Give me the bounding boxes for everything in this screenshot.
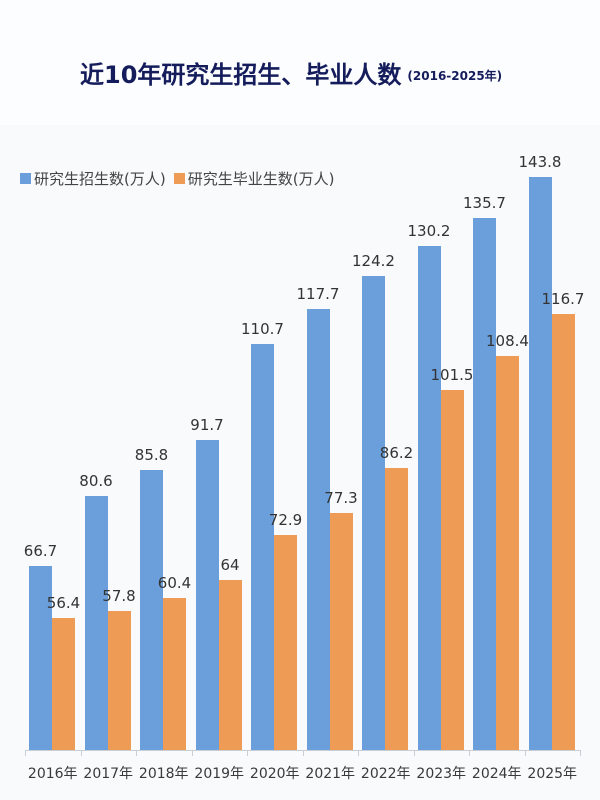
value-label: 101.5 (430, 366, 474, 385)
x-axis-label: 2020年 (249, 766, 300, 782)
x-tick (524, 750, 526, 756)
x-tick (469, 750, 470, 756)
value-label: 85.8 (134, 445, 169, 464)
x-axis-label: 2022年 (360, 766, 411, 782)
value-label: 86.2 (379, 443, 414, 462)
bar-graduates (329, 512, 353, 750)
bar-graduates (440, 390, 464, 750)
legend-label: 研究生毕业生数(万人) (187, 170, 335, 188)
value-label: 117.7 (296, 284, 340, 303)
bar-enrollment (84, 495, 108, 750)
x-axis-label: 2019年 (194, 766, 245, 782)
value-label: 80.6 (79, 471, 113, 490)
bar-enrollment (251, 344, 274, 750)
value-label: 110.7 (241, 320, 284, 338)
value-label: 57.8 (102, 586, 136, 605)
x-tick (25, 750, 26, 756)
value-label: 130.2 (407, 221, 451, 240)
x-axis-label: 2021年 (305, 766, 356, 782)
bar-graduates (218, 579, 242, 750)
bar-enrollment (417, 245, 441, 750)
x-tick (136, 750, 137, 756)
value-label: 108.4 (486, 331, 529, 350)
value-label: 135.7 (463, 193, 506, 212)
x-tick (247, 750, 248, 756)
legend: 研究生招生数(万人) 研究生毕业生数(万人) (20, 168, 336, 189)
chart-title: 近10年研究生招生、毕业人数 (2016-2025年) (80, 55, 600, 90)
bar-enrollment (195, 439, 219, 750)
title-band (0, 0, 600, 125)
value-label: 60.4 (157, 573, 192, 592)
x-tick (191, 750, 193, 756)
value-label: 72.9 (268, 510, 303, 529)
x-axis-label: 2024年 (471, 766, 522, 782)
bar-graduates (385, 467, 408, 750)
value-label: 64 (220, 555, 240, 574)
value-label: 143.8 (518, 153, 562, 171)
value-label: 124.2 (352, 251, 395, 270)
legend-item-enrollment: 研究生招生数(万人) (20, 168, 166, 189)
value-label: 66.7 (23, 542, 58, 561)
bar-enrollment (29, 566, 52, 750)
title-subtitle: (2016-2025年) (407, 69, 503, 83)
x-tick (358, 750, 359, 756)
x-axis-label: 2016年 (27, 766, 78, 782)
x-tick (80, 750, 82, 756)
legend-swatch-orange (173, 173, 185, 184)
bar-graduates (107, 610, 131, 750)
value-label: 77.3 (324, 488, 358, 507)
bar-graduates (274, 534, 297, 750)
title-main: 近10年研究生招生、毕业人数 (80, 61, 402, 89)
x-tick (580, 750, 581, 756)
bar-graduates (551, 313, 575, 750)
value-label: 56.4 (46, 594, 81, 612)
bar-enrollment (306, 308, 330, 750)
legend-label: 研究生招生数(万人) (34, 170, 166, 188)
bar-enrollment (362, 275, 385, 750)
legend-swatch-blue (20, 173, 31, 184)
bar-graduates (496, 355, 519, 750)
x-axis-label: 2018年 (138, 766, 189, 782)
bar-graduates (52, 618, 75, 750)
legend-item-graduates: 研究生毕业生数(万人) (173, 168, 335, 189)
x-axis-label: 2025年 (527, 766, 578, 782)
x-axis-label: 2023年 (416, 766, 467, 782)
value-label: 116.7 (541, 289, 585, 308)
value-label: 91.7 (190, 415, 224, 434)
bar-graduates (163, 597, 186, 750)
x-tick (302, 750, 304, 756)
x-tick (413, 750, 415, 756)
bar-enrollment (473, 217, 496, 750)
bar-enrollment (140, 469, 163, 750)
bar-enrollment (528, 177, 552, 750)
x-axis-label: 2017年 (83, 766, 134, 782)
